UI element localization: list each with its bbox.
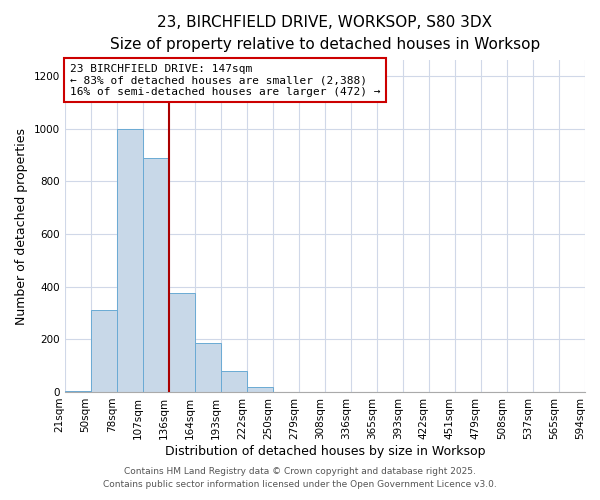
Bar (65, 390, 91, 392)
Bar (221, 371, 247, 392)
Bar (91, 310, 117, 392)
Title: 23, BIRCHFIELD DRIVE, WORKSOP, S80 3DX
Size of property relative to detached hou: 23, BIRCHFIELD DRIVE, WORKSOP, S80 3DX S… (110, 15, 540, 52)
X-axis label: Distribution of detached houses by size in Worksop: Distribution of detached houses by size … (164, 444, 485, 458)
Bar (117, 128, 143, 392)
Text: 23 BIRCHFIELD DRIVE: 147sqm
← 83% of detached houses are smaller (2,388)
16% of : 23 BIRCHFIELD DRIVE: 147sqm ← 83% of det… (70, 64, 380, 97)
Y-axis label: Number of detached properties: Number of detached properties (15, 128, 28, 324)
Bar (143, 158, 169, 392)
Bar (247, 386, 273, 392)
Bar (169, 294, 195, 392)
Bar (195, 344, 221, 392)
Text: Contains HM Land Registry data © Crown copyright and database right 2025.
Contai: Contains HM Land Registry data © Crown c… (103, 468, 497, 489)
